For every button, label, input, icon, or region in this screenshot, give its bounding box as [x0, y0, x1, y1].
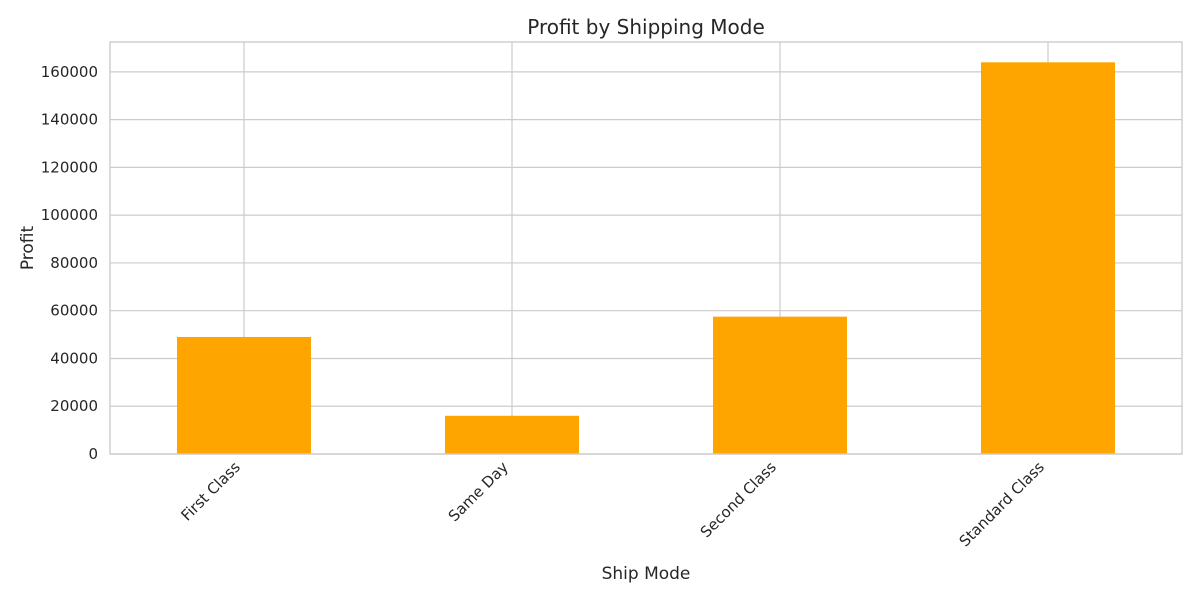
y-tick-label: 100000 [41, 206, 98, 224]
y-tick-label: 20000 [50, 397, 98, 415]
x-axis-label: Ship Mode [602, 564, 691, 584]
bar [177, 337, 311, 454]
x-tick-label: Second Class [697, 458, 780, 541]
x-tick-label: First Class [177, 458, 243, 524]
y-tick-label: 0 [88, 445, 98, 463]
x-tick-label: Same Day [445, 458, 512, 525]
y-tick-label: 140000 [41, 111, 98, 129]
y-tick-label: 120000 [41, 158, 98, 176]
bar [445, 416, 579, 454]
y-tick-label: 60000 [50, 302, 98, 320]
y-tick-label: 40000 [50, 349, 98, 367]
y-tick-label: 160000 [41, 63, 98, 81]
y-axis-label: Profit [18, 225, 38, 270]
bar [981, 62, 1115, 454]
y-tick-label: 80000 [50, 254, 98, 272]
y-axis-ticks: 0 20000 40000 60000 80000 100000 120000 140000 1… [41, 63, 98, 463]
bar [713, 317, 847, 454]
bars [177, 62, 1115, 454]
chart-title: Profit by Shipping Mode [527, 15, 765, 39]
x-tick-label: Standard Class [956, 458, 1048, 550]
x-axis-ticks: First Class Same Day Second Class Standard … [177, 458, 1047, 550]
